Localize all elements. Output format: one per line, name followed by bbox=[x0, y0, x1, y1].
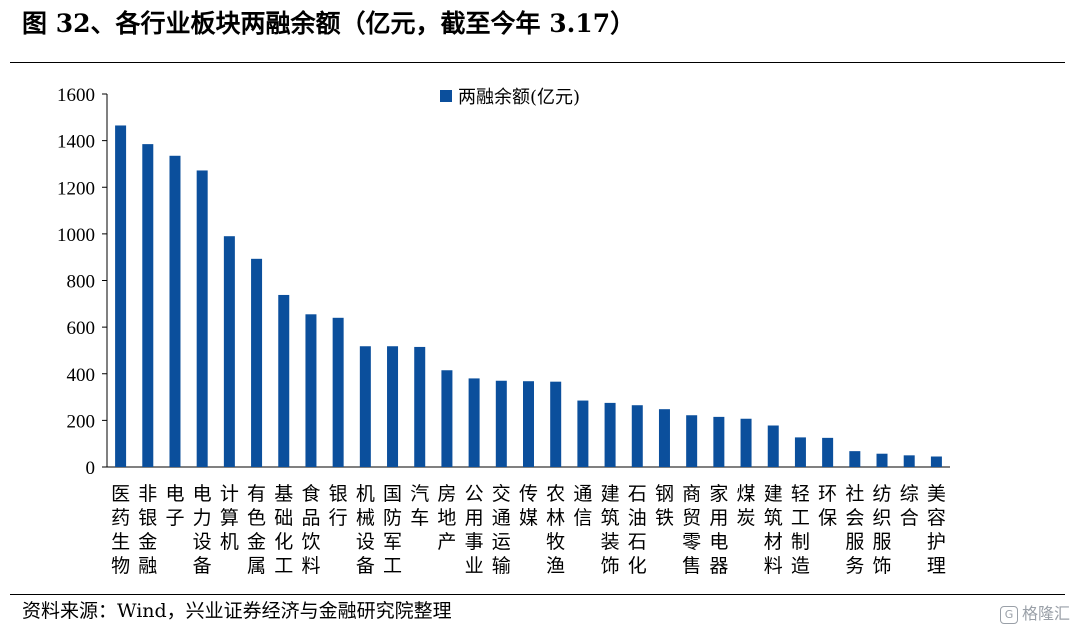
x-category-label: 纺织服饰 bbox=[873, 483, 892, 577]
x-category-label: 轻工制造 bbox=[791, 483, 810, 577]
y-tick-label: 1400 bbox=[57, 132, 95, 153]
x-category-label: 医药生物 bbox=[111, 483, 130, 577]
x-category-label: 美容护理 bbox=[927, 483, 946, 577]
y-tick-label: 600 bbox=[67, 318, 96, 339]
bar bbox=[713, 416, 725, 467]
bar bbox=[387, 346, 399, 467]
x-category-label: 通信 bbox=[573, 483, 592, 529]
bar bbox=[767, 425, 779, 467]
x-category-label: 钢铁 bbox=[655, 483, 674, 529]
x-category-label: 公用事业 bbox=[465, 483, 484, 577]
y-tick-label: 1600 bbox=[57, 85, 95, 106]
x-category-label: 家用电器 bbox=[709, 483, 728, 577]
x-category-label: 环保 bbox=[818, 483, 837, 529]
legend-label: 两融余额(亿元) bbox=[458, 87, 580, 108]
bar bbox=[251, 258, 263, 467]
bar bbox=[414, 346, 426, 467]
bar bbox=[223, 236, 235, 467]
watermark-logo-icon: G bbox=[999, 605, 1018, 624]
x-category-label: 农林牧渔 bbox=[546, 483, 565, 577]
bar bbox=[142, 144, 154, 467]
x-category-label: 基础化工 bbox=[274, 483, 293, 577]
top-rule bbox=[10, 62, 1065, 63]
bar bbox=[305, 314, 317, 467]
x-category-label: 商贸零售 bbox=[682, 483, 701, 577]
watermark: G 格隆汇 bbox=[999, 600, 1070, 624]
bar bbox=[495, 380, 507, 467]
bar bbox=[550, 381, 562, 467]
bar bbox=[794, 437, 806, 467]
x-category-label: 食品饮料 bbox=[301, 483, 320, 577]
legend: 两融余额(亿元) bbox=[440, 87, 580, 108]
bar bbox=[740, 418, 752, 467]
x-category-label: 机械设备 bbox=[356, 483, 375, 577]
x-category-label: 计算机 bbox=[220, 483, 239, 553]
x-category-label: 汽车 bbox=[410, 483, 429, 529]
bar bbox=[196, 170, 208, 467]
x-category-label: 非银金融 bbox=[138, 483, 157, 577]
bar bbox=[115, 125, 127, 468]
y-tick-label: 200 bbox=[67, 411, 96, 432]
x-category-label: 石油石化 bbox=[628, 483, 647, 577]
bar-chart: 0 200 400 600 800 1000 1200 1400 1600 医药生物非银金融电子… bbox=[57, 85, 950, 577]
bar bbox=[604, 402, 616, 467]
bar bbox=[822, 437, 834, 467]
x-category-label: 有色金属 bbox=[247, 483, 266, 577]
bar bbox=[468, 378, 480, 467]
bottom-rule bbox=[10, 594, 1065, 595]
bar bbox=[849, 451, 861, 467]
bar bbox=[658, 409, 670, 467]
watermark-text: 格隆汇 bbox=[1021, 604, 1070, 623]
bar bbox=[631, 405, 643, 467]
x-category-label: 电力设备 bbox=[193, 483, 212, 577]
bar bbox=[930, 456, 942, 467]
source-note: 资料来源：Wind，兴业证券经济与金融研究院整理 bbox=[22, 600, 452, 622]
bar bbox=[441, 370, 453, 467]
x-category-label: 银行 bbox=[329, 483, 348, 529]
bar bbox=[332, 317, 344, 467]
x-category-label: 建筑材料 bbox=[764, 483, 783, 577]
bar bbox=[903, 455, 915, 467]
x-category-label: 交通运输 bbox=[492, 483, 511, 577]
y-tick-label: 0 bbox=[86, 458, 96, 479]
bar bbox=[876, 453, 888, 467]
bar bbox=[169, 155, 181, 467]
bar bbox=[278, 294, 290, 467]
x-category-label: 煤炭 bbox=[737, 483, 756, 529]
bar bbox=[523, 381, 534, 467]
bar-series bbox=[115, 125, 942, 468]
legend-swatch bbox=[440, 90, 452, 102]
y-axis: 0 200 400 600 800 1000 1200 1400 1600 bbox=[57, 85, 108, 479]
bar bbox=[577, 400, 589, 467]
y-tick-label: 1200 bbox=[57, 178, 95, 199]
x-category-label: 传媒 bbox=[519, 483, 538, 529]
category-labels: 医药生物非银金融电子电力设备计算机有色金属基础化工食品饮料银行机械设备国防军工汽… bbox=[111, 483, 946, 577]
x-category-label: 社会服务 bbox=[845, 483, 864, 577]
y-tick-label: 800 bbox=[67, 272, 96, 293]
x-category-label: 综合 bbox=[900, 483, 919, 529]
x-category-label: 电子 bbox=[165, 483, 184, 529]
bar bbox=[686, 415, 698, 467]
chart-title: 图 32、各行业板块两融余额（亿元，截至今年 3.17） bbox=[22, 9, 636, 38]
x-category-label: 建筑装饰 bbox=[601, 483, 620, 577]
x-category-label: 国防军工 bbox=[383, 483, 402, 577]
y-tick-label: 400 bbox=[67, 365, 96, 386]
x-category-label: 房地产 bbox=[437, 483, 456, 553]
bar bbox=[359, 346, 371, 467]
y-tick-label: 1000 bbox=[57, 225, 95, 246]
